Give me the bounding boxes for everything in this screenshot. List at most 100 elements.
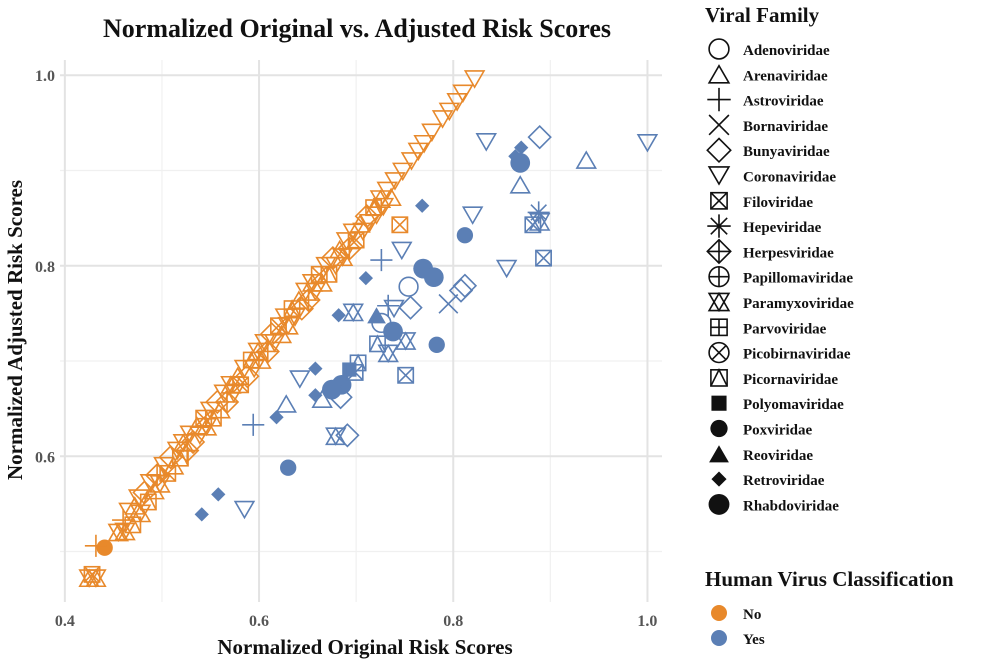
data-point-poxviridae	[280, 459, 297, 476]
data-point-herpesviridae	[337, 236, 362, 261]
data-point-retroviridae	[194, 507, 209, 522]
data-point-hepeviridae	[527, 201, 550, 224]
data-point-coronaviridae	[400, 152, 423, 171]
data-point-filoviridae	[391, 216, 409, 234]
data-point-arenaviridae	[380, 187, 402, 207]
legend-label-herpesviridae: Herpesviridae	[743, 245, 834, 261]
data-point-paramyxoviridae	[277, 316, 299, 336]
data-point-coronaviridae	[372, 197, 395, 217]
legend-label-bunyaviridae: Bunyaviridae	[743, 144, 830, 160]
legend-key-papillomaviridae-icon	[708, 266, 730, 288]
x-tick-label: 0.8	[443, 613, 463, 630]
data-point-coronaviridae	[384, 172, 406, 191]
data-point-coronaviridae	[446, 93, 468, 112]
legend-color-yes-icon	[711, 630, 727, 646]
data-point-poxviridae	[96, 539, 113, 556]
data-point-retroviridae	[358, 270, 373, 286]
legend-label-paramyxoviridae: Paramyxoviridae	[743, 296, 854, 312]
data-point-rhabdoviridae	[383, 321, 403, 342]
data-point-coronaviridae	[421, 123, 443, 143]
legend-label-filoviridae: Filoviridae	[743, 195, 813, 211]
legend-label-retroviridae: Retroviridae	[743, 473, 825, 489]
data-point-arenaviridae	[209, 399, 231, 419]
chart-title: Normalized Original vs. Adjusted Risk Sc…	[103, 14, 611, 43]
data-point-bunyaviridae	[205, 389, 230, 415]
data-point-retroviridae	[308, 388, 323, 403]
data-point-coronaviridae	[223, 384, 245, 404]
legend-label-arenaviridae: Arenaviridae	[743, 68, 828, 84]
legend-key-bornaviridae-icon	[708, 114, 730, 136]
data-point-poxviridae	[428, 336, 445, 353]
data-point-coronaviridae	[452, 84, 474, 104]
legend-key-picornaviridae-icon	[710, 368, 728, 387]
data-point-astroviridae	[242, 413, 265, 436]
data-point-rhabdoviridae	[510, 153, 531, 173]
data-point-arenaviridae	[226, 366, 249, 386]
data-point-coronaviridae	[118, 502, 140, 522]
legend-key-filoviridae-icon	[710, 191, 728, 210]
data-point-adenoviridae	[371, 312, 392, 334]
legend-key-astroviridae-icon	[707, 87, 731, 112]
data-point-coronaviridae	[463, 70, 486, 89]
data-point-paramyxoviridae	[377, 343, 399, 364]
data-point-arenaviridae	[509, 175, 531, 194]
data-point-paramyxoviridae	[325, 426, 347, 446]
legend-label-adenoviridae: Adenoviridae	[743, 43, 830, 59]
data-point-coronaviridae	[233, 500, 256, 520]
data-point-filoviridae	[535, 249, 552, 267]
data-point-bunyaviridae	[328, 385, 353, 410]
data-point-coronaviridae	[461, 206, 484, 225]
data-point-adenoviridae	[398, 276, 419, 297]
legend-key-poxviridae-icon	[710, 419, 728, 438]
data-point-polyomaviridae	[342, 362, 357, 377]
y-axis-ticks: 0.6 0.8 1.0	[35, 68, 55, 466]
legend-key-arenaviridae-icon	[707, 64, 731, 84]
data-point-paramyxoviridae	[107, 522, 129, 543]
legend-label-parvoviridae: Parvoviridae	[743, 321, 827, 337]
data-point-coronaviridae	[335, 232, 358, 251]
data-point-filoviridae	[524, 216, 542, 234]
legend-label-picobirnaviridae: Picobirnaviridae	[743, 347, 851, 363]
data-point-arenaviridae	[575, 150, 598, 169]
data-point-filoviridae	[83, 565, 101, 583]
data-point-coronaviridae	[413, 134, 435, 154]
data-point-coronaviridae	[391, 241, 413, 261]
legend-key-reoviridae-icon	[709, 445, 729, 463]
data-point-astroviridae	[370, 248, 393, 272]
data-point-rhabdoviridae	[322, 379, 342, 400]
data-point-paramyxoviridae	[528, 212, 551, 232]
x-tick-label: 0.4	[55, 613, 75, 630]
data-point-rhabdoviridae	[423, 267, 444, 288]
legend-key-picobirnaviridae-icon	[708, 341, 730, 364]
legend-key-hepeviridae-icon	[707, 214, 731, 238]
data-point-paramyxoviridae	[394, 331, 417, 351]
legend-key-coronaviridae-icon	[707, 166, 731, 186]
data-point-arenaviridae	[275, 394, 297, 413]
data-point-arenaviridae	[311, 273, 333, 292]
legend-label-polyomaviridae: Polyomaviridae	[743, 397, 844, 413]
y-tick-label: 0.6	[35, 449, 55, 466]
data-point-coronaviridae	[392, 162, 414, 182]
human-virus-legend: Human Virus Classification No Yes	[705, 567, 954, 648]
series-no	[78, 70, 486, 588]
legend-key-herpesviridae-icon	[706, 238, 732, 265]
legend-label-poxviridae: Poxviridae	[743, 423, 812, 439]
data-point-bornaviridae	[438, 293, 459, 314]
viral-family-legend: Viral Family Adenoviridae Arenaviridae Ast…	[705, 3, 854, 515]
legend-label-coronaviridae: Coronaviridae	[743, 170, 836, 186]
data-point-bunyaviridae	[180, 429, 206, 455]
data-point-retroviridae	[331, 308, 346, 323]
legend-label-astroviridae: Astroviridae	[743, 94, 824, 110]
legend-key-paramyxoviridae-icon	[707, 291, 731, 313]
data-point-picornaviridae	[369, 334, 386, 353]
y-axis-label: Normalized Adjusted Risk Scores	[3, 180, 27, 480]
data-point-picornaviridae	[139, 492, 157, 511]
legend-key-retroviridae-icon	[711, 471, 727, 487]
data-point-filoviridae	[232, 376, 250, 394]
legend-label-rhabdoviridae: Rhabdoviridae	[743, 498, 839, 514]
data-point-paramyxoviridae	[195, 417, 218, 437]
x-axis-label: Normalized Original Risk Scores	[217, 635, 512, 659]
data-point-coronaviridae	[383, 299, 405, 319]
data-point-bunyaviridae	[235, 364, 260, 389]
x-axis-ticks: 0.4 0.6 0.8 1.0	[55, 613, 658, 630]
